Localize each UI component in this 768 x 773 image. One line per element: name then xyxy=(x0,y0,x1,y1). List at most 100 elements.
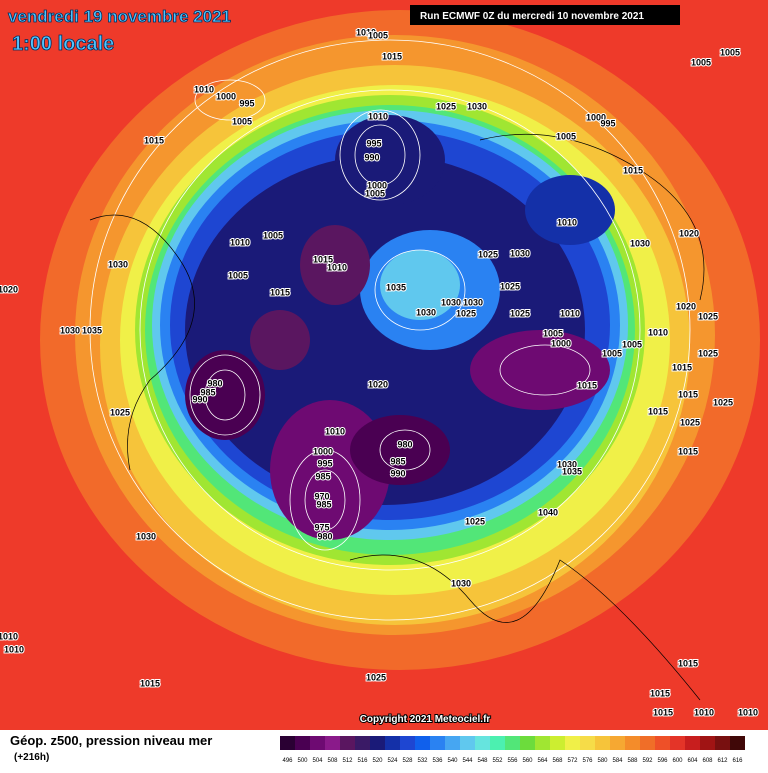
isobar-label: 1015 xyxy=(678,658,698,668)
isobar-label: 1005 xyxy=(543,328,563,338)
isobar-label: 1000 xyxy=(313,446,333,456)
colorbar-cell xyxy=(430,736,445,750)
isobar-label: 1010 xyxy=(325,426,345,436)
z500-field xyxy=(40,10,760,670)
isobar-label: 1025 xyxy=(456,308,476,318)
colorbar-label: 588 xyxy=(627,758,638,764)
isobar-label: 1015 xyxy=(623,165,643,175)
isobars xyxy=(89,39,691,621)
isobar-label: 1035 xyxy=(82,325,102,335)
isobar-label: 1030 xyxy=(467,101,487,111)
colorbar-cell xyxy=(370,736,385,750)
isobar-label: 1030 xyxy=(557,459,577,469)
date-title: vendredi 19 novembre 2021 xyxy=(8,7,231,26)
colorbar-label: 616 xyxy=(732,758,743,764)
isobar-label: 990 xyxy=(192,394,207,404)
isobar-label: 980 xyxy=(317,531,332,541)
colorbar-label: 600 xyxy=(672,758,683,764)
colorbar-label: 580 xyxy=(597,758,608,764)
isobar-label: 1025 xyxy=(465,516,485,526)
isobar-label: 1035 xyxy=(386,282,406,292)
colorbar-cell xyxy=(700,736,715,750)
isobar-label: 1025 xyxy=(680,417,700,427)
isobar-label: 1015 xyxy=(653,707,673,717)
isobar-label: 1005 xyxy=(622,339,642,349)
isobar-label: 1030 xyxy=(108,259,128,269)
colorbar-cell xyxy=(655,736,670,750)
colorbar-cell xyxy=(685,736,700,750)
colorbar-label: 504 xyxy=(312,758,323,764)
isobar-label: 1025 xyxy=(478,249,498,259)
isobar-label: 1005 xyxy=(602,348,622,358)
isobar-label: 995 xyxy=(366,138,381,148)
colorbar-cell xyxy=(580,736,595,750)
isobar-label: 1030 xyxy=(451,578,471,588)
isobar-label: 1015 xyxy=(313,254,333,264)
isobar-label: 1030 xyxy=(136,531,156,541)
colorbar-cell xyxy=(595,736,610,750)
colorbar-cell xyxy=(670,736,685,750)
isobar-label: 1010 xyxy=(230,237,250,247)
isobar-label: 1010 xyxy=(557,217,577,227)
isobar-label: 1025 xyxy=(500,281,520,291)
isobar-label: 1015 xyxy=(678,389,698,399)
isobar-label: 1015 xyxy=(382,51,402,61)
colorbar-cell xyxy=(640,736,655,750)
isobar-label: 1025 xyxy=(436,101,456,111)
colorbar-cell xyxy=(475,736,490,750)
isobar-label: 1025 xyxy=(698,348,718,358)
colorbar-cell xyxy=(715,736,730,750)
coastlines xyxy=(89,133,705,701)
isobar-label: 1020 xyxy=(679,228,699,238)
isobar-label: 1015 xyxy=(650,688,670,698)
isobar-label: 980 xyxy=(397,439,412,449)
colorbar-label: 568 xyxy=(552,758,563,764)
run-label: Run ECMWF 0Z du mercredi 10 novembre 202… xyxy=(420,11,644,22)
colorbar-cell xyxy=(340,736,355,750)
colorbar-label: 496 xyxy=(282,758,293,764)
colorbar-cell xyxy=(565,736,580,750)
isobar-label: 1015 xyxy=(270,287,290,297)
isobar-label: 1030 xyxy=(510,248,530,258)
isobar-label: 1005 xyxy=(556,131,576,141)
isobar-label: 1025 xyxy=(110,407,130,417)
isobar-label: 1010 xyxy=(356,27,376,37)
isobar-label: 1025 xyxy=(713,397,733,407)
run-box xyxy=(410,5,680,25)
colorbar-label: 548 xyxy=(477,758,488,764)
isobar-label: 1025 xyxy=(698,311,718,321)
isobar-label: 1010 xyxy=(0,631,18,641)
colorbar-cell xyxy=(505,736,520,750)
isobar-label: 985 xyxy=(316,499,331,509)
isobar-label: 1000 xyxy=(551,338,571,348)
isobar-label: 1030 xyxy=(630,238,650,248)
colorbar-label: 512 xyxy=(342,758,353,764)
isobar-label: 1010 xyxy=(368,111,388,121)
isobar-label: 1000 xyxy=(586,112,606,122)
isobar-label: 1015 xyxy=(140,678,160,688)
isobar-label: 1025 xyxy=(366,672,386,682)
isobar-label: 1005 xyxy=(228,270,248,280)
isobar-label: 1020 xyxy=(368,379,388,389)
isobar-label: 1040 xyxy=(538,507,558,517)
isobar-label: 1010 xyxy=(648,327,668,337)
isobar-label: 1005 xyxy=(368,30,388,40)
colorbar-label: 516 xyxy=(357,758,368,764)
isobar-label: 1015 xyxy=(672,362,692,372)
local-time: 1:00 locale xyxy=(12,33,114,55)
colorbar-label: 564 xyxy=(537,758,548,764)
colorbar-cell xyxy=(415,736,430,750)
isobar-label: 1010 xyxy=(4,644,24,654)
colorbar-cell xyxy=(310,736,325,750)
isobar-label: 1035 xyxy=(562,466,582,476)
colorbar-label: 540 xyxy=(447,758,458,764)
isobar-label: 995 xyxy=(239,98,254,108)
isobar-label: 975 xyxy=(314,522,329,532)
colorbar-cell xyxy=(325,736,340,750)
isobar-label: 985 xyxy=(315,471,330,481)
colorbar-cell xyxy=(355,736,370,750)
isobar-label: 985 xyxy=(390,456,405,466)
legend-title: Géop. z500, pression niveau mer xyxy=(10,733,212,748)
colorbar-label: 552 xyxy=(492,758,503,764)
